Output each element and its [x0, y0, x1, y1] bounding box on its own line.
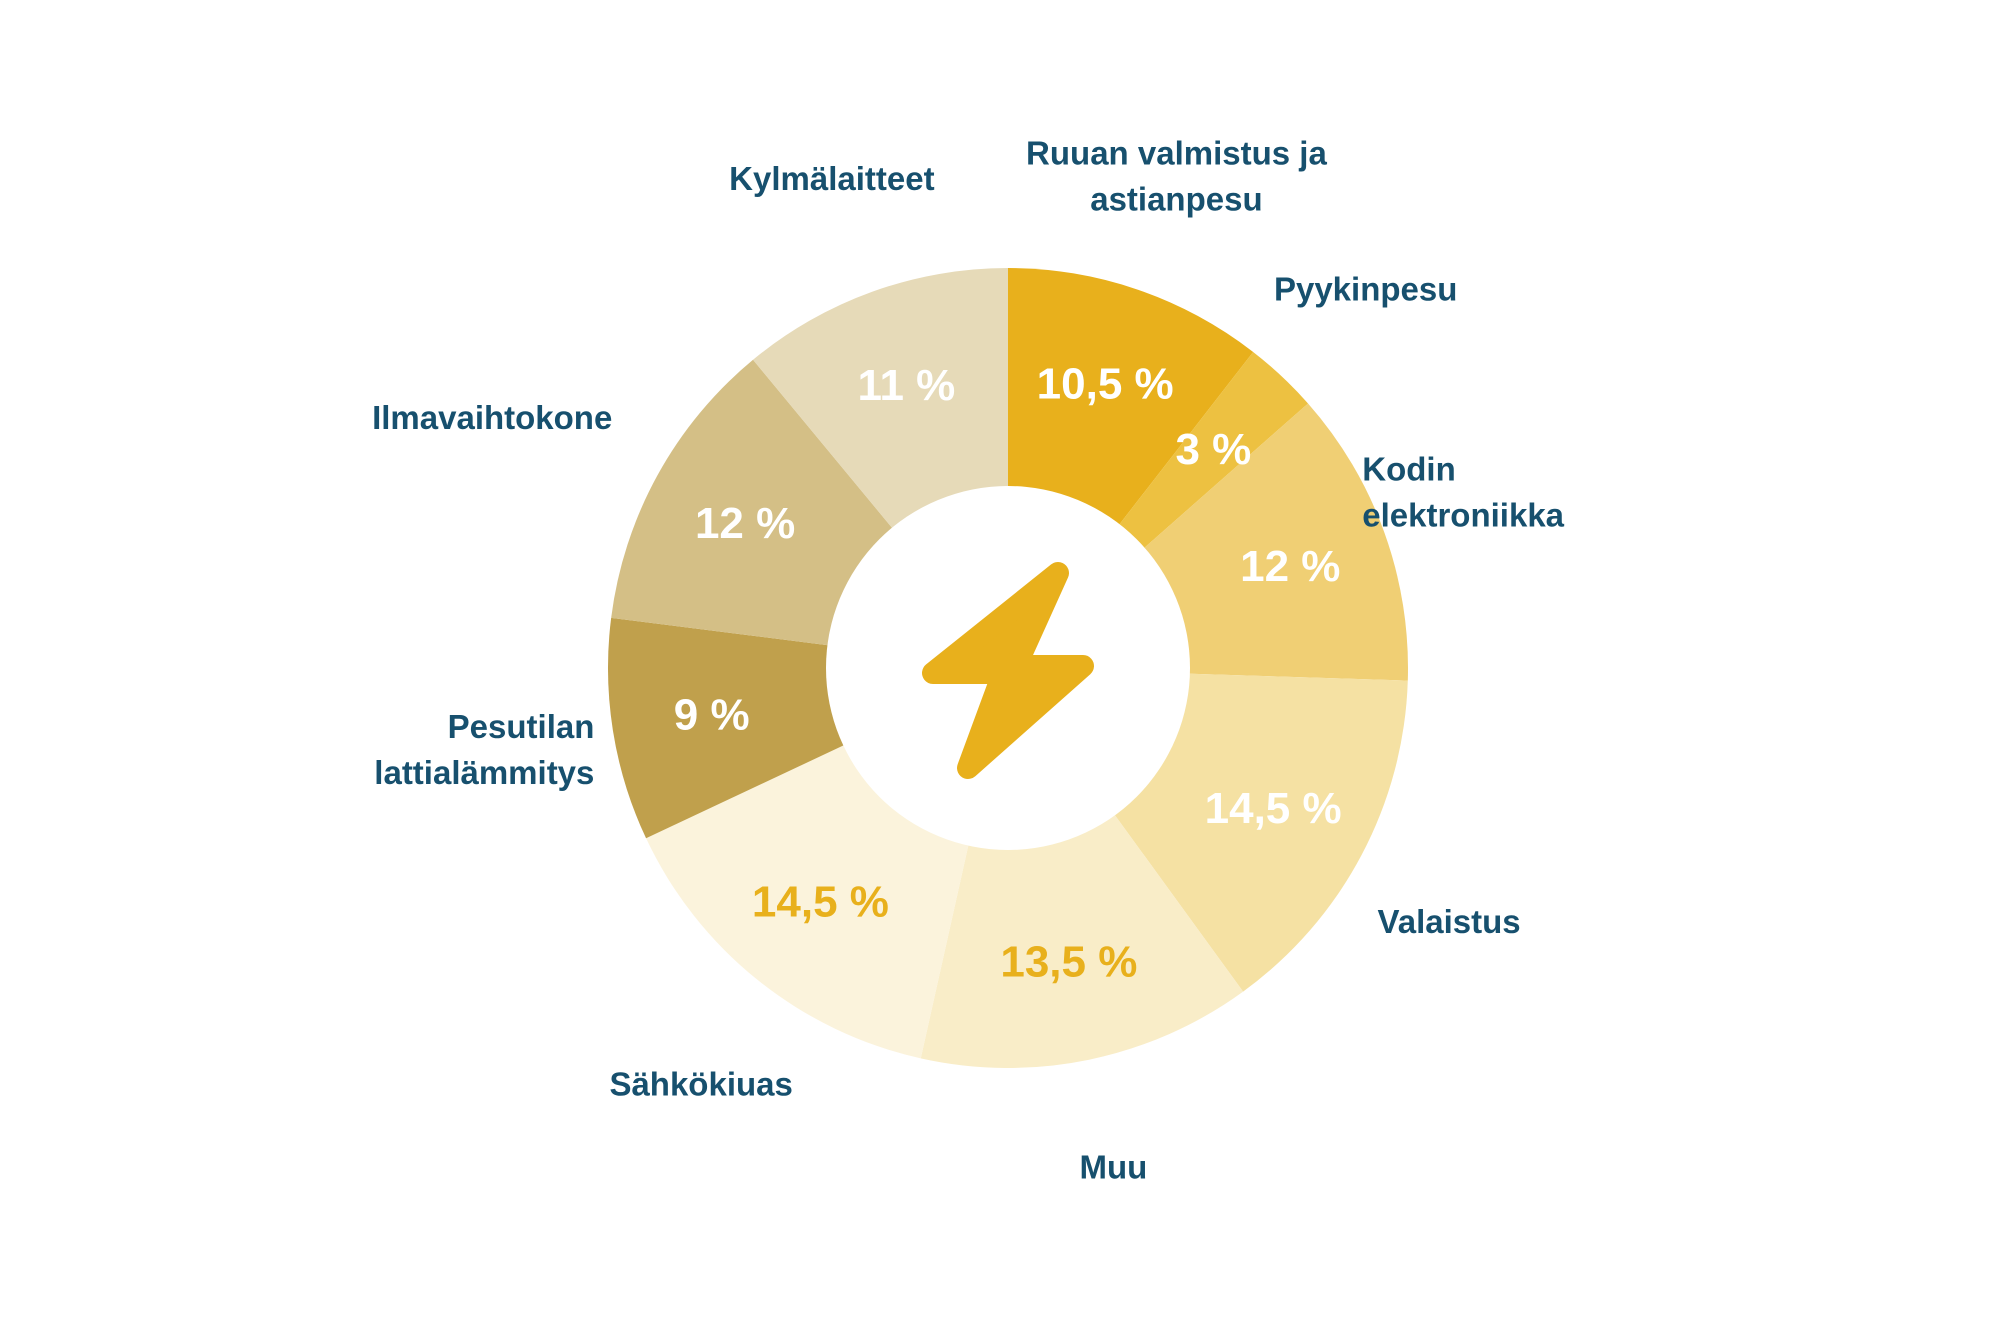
slice-value-label: 13,5 %: [1000, 937, 1137, 986]
slice-category-label: Muu: [1080, 1149, 1148, 1186]
category-label-line: lattialämmitys: [374, 754, 594, 791]
slice-value-label: 9 %: [674, 690, 750, 739]
slice-category-label: Kylmälaitteet: [729, 160, 934, 197]
slice-category-label: Valaistus: [1378, 903, 1521, 940]
category-label-line: Muu: [1080, 1149, 1148, 1186]
slice-value-label: 14,5 %: [752, 878, 889, 927]
lightning-bolt-shape: [922, 562, 1094, 779]
value-labels: 10,5 %3 % 12 % 14,5 % 13,5 % 14,5 % 9 % 12 % 11…: [674, 360, 1342, 987]
slice-category-label: Sähkökiuas: [609, 1065, 792, 1102]
slice-value-label: 14,5 %: [1205, 784, 1342, 833]
lightning-bolt-icon: [922, 562, 1094, 779]
slice-value-label: 12 %: [1240, 542, 1340, 591]
slice-value-label: 12 %: [695, 499, 795, 548]
category-label-line: Kylmälaitteet: [729, 160, 934, 197]
category-label-line: Ilmavaihtokone: [372, 399, 612, 436]
slice-category-label: Pesutilan lattialämmitys: [374, 708, 594, 791]
category-label-line: elektroniikka: [1362, 496, 1564, 533]
category-label-line: Kodin: [1362, 450, 1455, 487]
category-label-line: Sähkökiuas: [609, 1065, 792, 1102]
slice-value-label: 3 %: [1175, 425, 1251, 474]
category-label-line: Valaistus: [1378, 903, 1521, 940]
slice-value-label: 11 %: [857, 361, 955, 410]
slice-category-label: Kodin elektroniikka: [1362, 450, 1564, 533]
category-labels: Ruuan valmistus ja astianpesu Pyykinpesu Ko…: [372, 135, 1565, 1186]
category-label-line: Pyykinpesu: [1274, 270, 1457, 307]
slice-category-label: Pyykinpesu: [1274, 270, 1457, 307]
category-label-line: astianpesu: [1090, 181, 1262, 218]
slice-category-label: Ruuan valmistus ja astianpesu: [1026, 135, 1327, 218]
slice-category-label: Ilmavaihtokone: [372, 399, 612, 436]
slice-value-label: 10,5 %: [1037, 360, 1174, 409]
category-label-line: Pesutilan: [448, 708, 595, 745]
category-label-line: Ruuan valmistus ja: [1026, 135, 1327, 172]
